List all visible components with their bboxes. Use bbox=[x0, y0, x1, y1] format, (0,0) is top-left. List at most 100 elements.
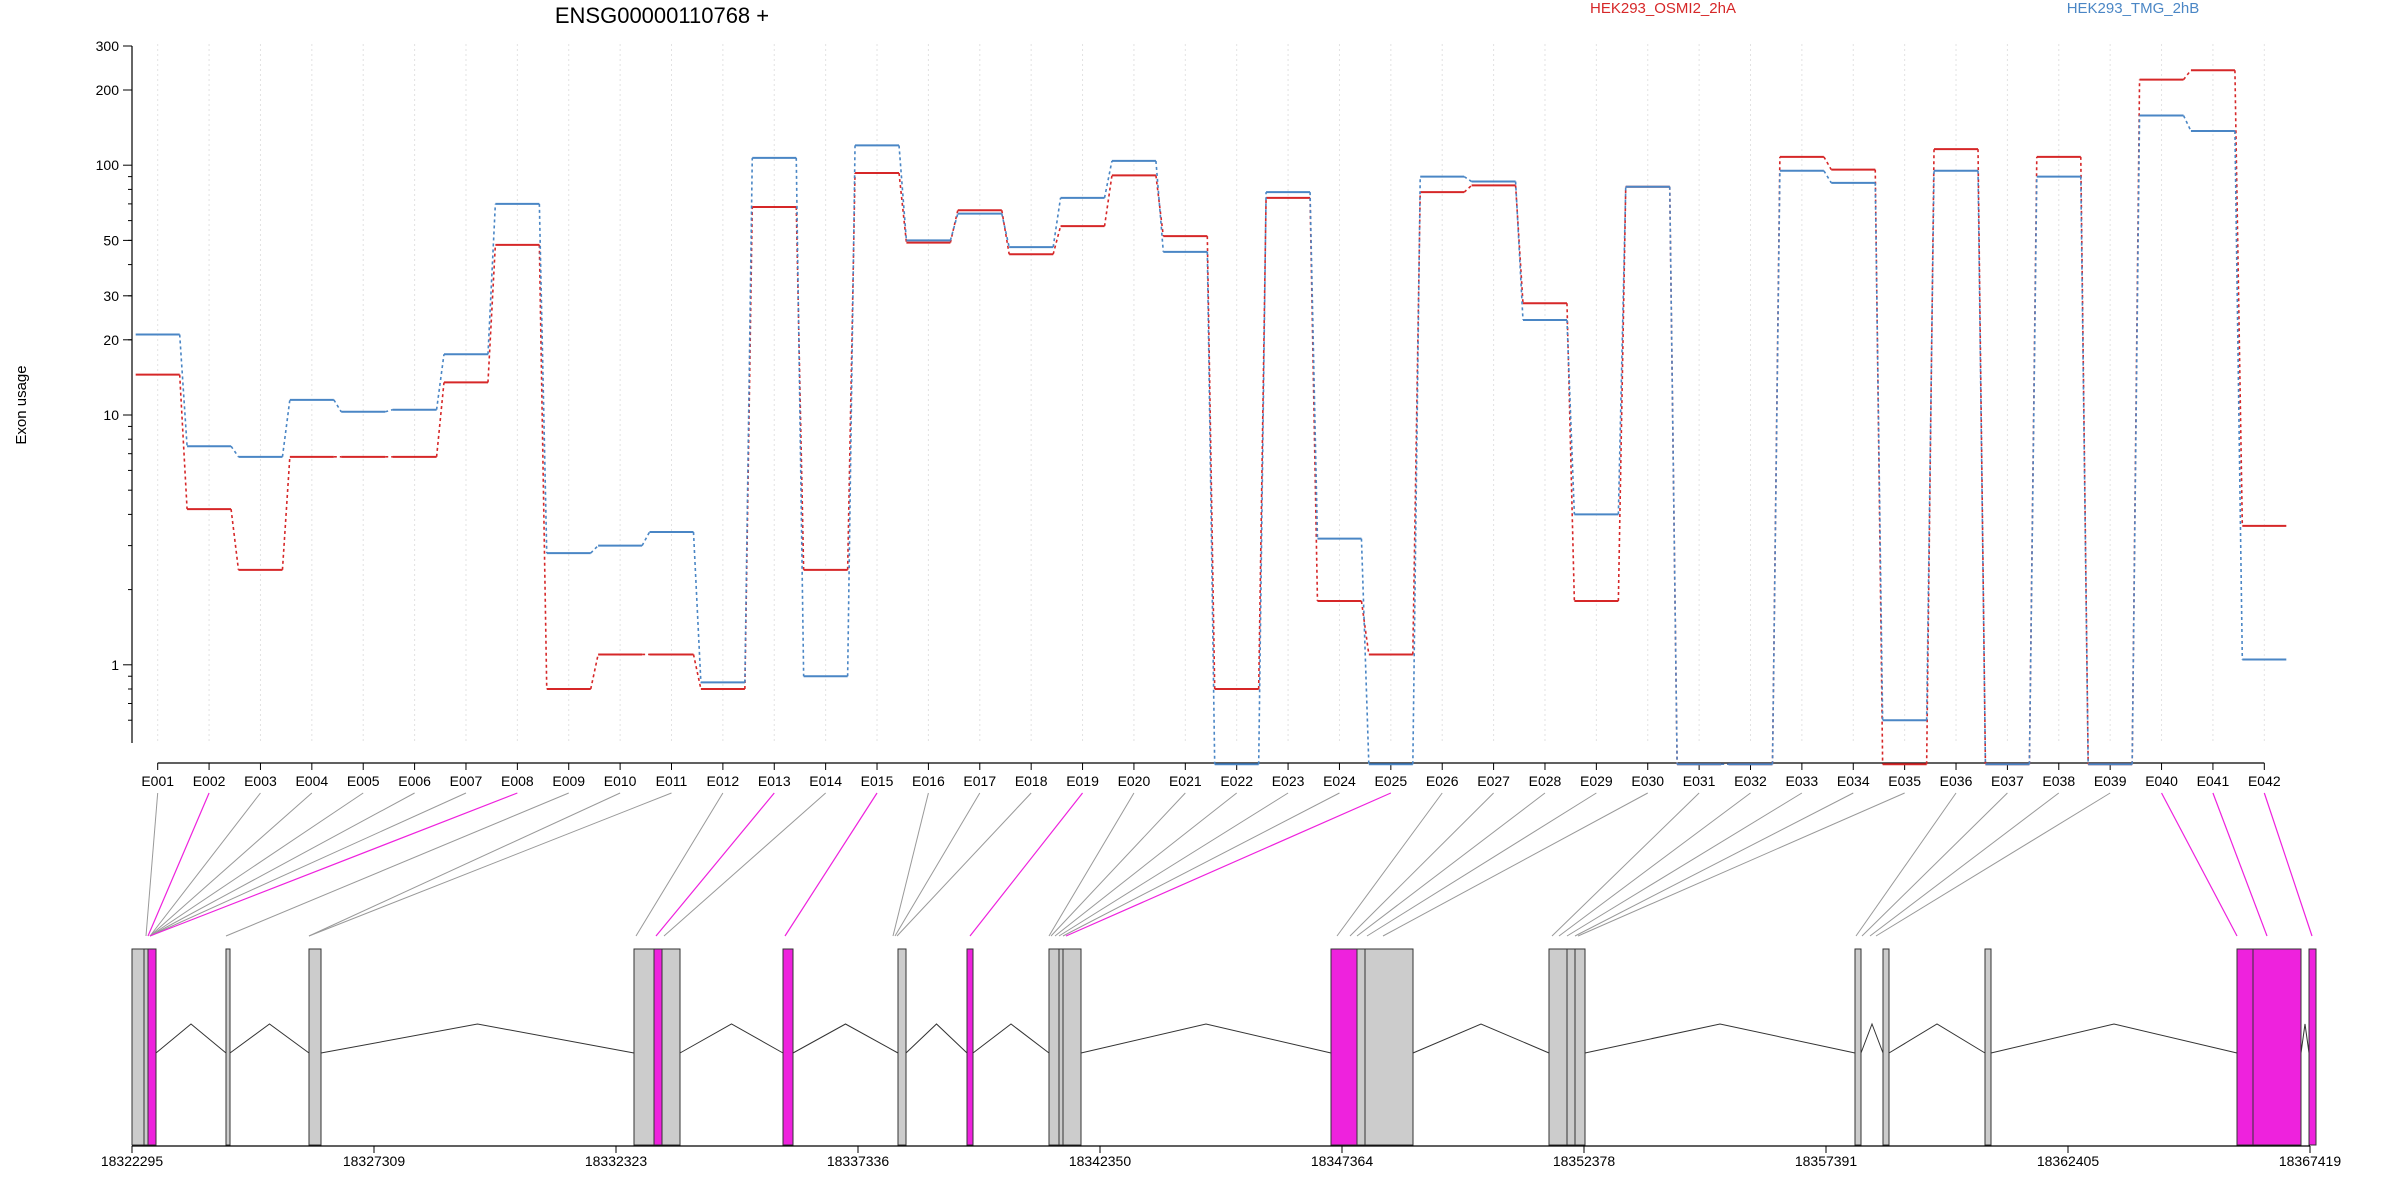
series-line bbox=[2234, 131, 2244, 660]
exon-connector bbox=[308, 792, 672, 937]
exon-block bbox=[1364, 948, 1414, 1146]
series-line bbox=[2131, 115, 2141, 765]
exon-connector bbox=[149, 792, 364, 937]
series-line bbox=[1360, 600, 1370, 655]
exon-connector bbox=[149, 792, 518, 937]
exon-label: E036 bbox=[1940, 773, 1973, 789]
intron-line bbox=[1990, 1023, 2238, 1054]
y-axis-label: Exon usage bbox=[13, 365, 30, 444]
exon-label: E030 bbox=[1631, 773, 1664, 789]
exon-block-highlighted bbox=[966, 948, 974, 1146]
exon-block bbox=[1566, 948, 1576, 1146]
exon-block bbox=[897, 948, 907, 1146]
exon-connector bbox=[1382, 792, 1648, 937]
legend-series-osmi: HEK293_OSMI2_2hA bbox=[1590, 0, 1736, 17]
y-tick-label: 10 bbox=[103, 407, 119, 423]
exon-block bbox=[1854, 948, 1862, 1146]
intron-line bbox=[320, 1023, 635, 1054]
exon-connector bbox=[2263, 792, 2313, 937]
exon-label: E033 bbox=[1786, 773, 1819, 789]
coordinate-label: 18352378 bbox=[1553, 1153, 1616, 1169]
exon-connector bbox=[149, 792, 467, 937]
y-tick-label: 100 bbox=[96, 157, 120, 173]
exon-label: E034 bbox=[1837, 773, 1870, 789]
coordinate-label: 18332323 bbox=[585, 1153, 648, 1169]
exon-block bbox=[1048, 948, 1060, 1146]
intron-line bbox=[679, 1023, 784, 1054]
series-line bbox=[2234, 70, 2244, 526]
exon-block bbox=[1058, 948, 1064, 1146]
series-line bbox=[2182, 69, 2192, 81]
intron-line bbox=[1412, 1023, 1550, 1054]
exon-label: E002 bbox=[193, 773, 226, 789]
coordinate-label: 18327309 bbox=[343, 1153, 406, 1169]
exon-label: E001 bbox=[141, 773, 174, 789]
exon-label: E012 bbox=[707, 773, 740, 789]
series-line bbox=[898, 145, 908, 241]
exon-block-highlighted bbox=[2236, 948, 2254, 1146]
exon-block bbox=[1882, 948, 1890, 1146]
exon-block-highlighted bbox=[147, 948, 157, 1146]
gridlines bbox=[157, 44, 2265, 743]
exon-label: E019 bbox=[1066, 773, 1099, 789]
exon-label: E020 bbox=[1118, 773, 1151, 789]
y-tick-label: 20 bbox=[103, 332, 119, 348]
series-line bbox=[1052, 225, 1062, 255]
exon-label: E010 bbox=[604, 773, 637, 789]
series-line bbox=[2182, 115, 2192, 132]
exon-label: E005 bbox=[347, 773, 380, 789]
exon-connector bbox=[1058, 792, 1289, 937]
series-line bbox=[1771, 170, 1781, 765]
exon-connector bbox=[2161, 792, 2238, 937]
series-line bbox=[435, 382, 445, 457]
intron-line bbox=[972, 1023, 1050, 1054]
coordinate-label: 18362405 bbox=[2037, 1153, 2100, 1169]
gene-model: 18322295 18327309 18332323 18337336 18342350… bbox=[101, 948, 2341, 1169]
exon-label: E011 bbox=[656, 773, 688, 789]
exon-connectors bbox=[145, 792, 2313, 937]
exon-connector bbox=[663, 792, 826, 937]
exon-connector bbox=[1065, 792, 1392, 937]
series-line bbox=[487, 203, 497, 355]
exon-connector bbox=[1349, 792, 1494, 937]
y-tick-label: 30 bbox=[103, 288, 119, 304]
series-1 bbox=[135, 114, 2287, 766]
intron-line bbox=[1888, 1023, 1986, 1054]
exon-label: E006 bbox=[398, 773, 431, 789]
exon-connector bbox=[149, 792, 261, 937]
exon-connector bbox=[1062, 792, 1340, 937]
series-line bbox=[590, 545, 599, 554]
exon-block-highlighted bbox=[782, 948, 794, 1146]
exon-label: E037 bbox=[1991, 773, 2024, 789]
series-line bbox=[1823, 156, 1832, 171]
series-line bbox=[1052, 197, 1062, 248]
series-line bbox=[795, 157, 805, 677]
exon-label: E009 bbox=[552, 773, 585, 789]
series-line bbox=[1000, 210, 1010, 255]
exon-connector bbox=[635, 792, 724, 937]
intron-line bbox=[155, 1023, 227, 1054]
series-line bbox=[1309, 192, 1319, 539]
exon-connector bbox=[896, 792, 1032, 937]
exon-block bbox=[633, 948, 655, 1146]
exon-label: E025 bbox=[1374, 773, 1407, 789]
exon-connector bbox=[1356, 792, 1546, 937]
series-line bbox=[281, 456, 291, 570]
series-line bbox=[846, 173, 856, 570]
exon-connector bbox=[892, 792, 929, 937]
series-line bbox=[1206, 251, 1216, 765]
exon-label: E004 bbox=[295, 773, 328, 789]
series-line bbox=[230, 445, 240, 458]
exon-label: E026 bbox=[1426, 773, 1459, 789]
coordinate-label: 18347364 bbox=[1311, 1153, 1374, 1169]
series-line bbox=[1668, 186, 1678, 765]
exon-label: E035 bbox=[1888, 773, 1921, 789]
exon-connector bbox=[1050, 792, 1186, 937]
exon-connector bbox=[784, 792, 878, 937]
exon-label: E016 bbox=[912, 773, 945, 789]
exon-connector bbox=[149, 792, 313, 937]
exon-connector bbox=[149, 792, 415, 937]
exon-label: E023 bbox=[1272, 773, 1305, 789]
exon-connector bbox=[2212, 792, 2268, 937]
